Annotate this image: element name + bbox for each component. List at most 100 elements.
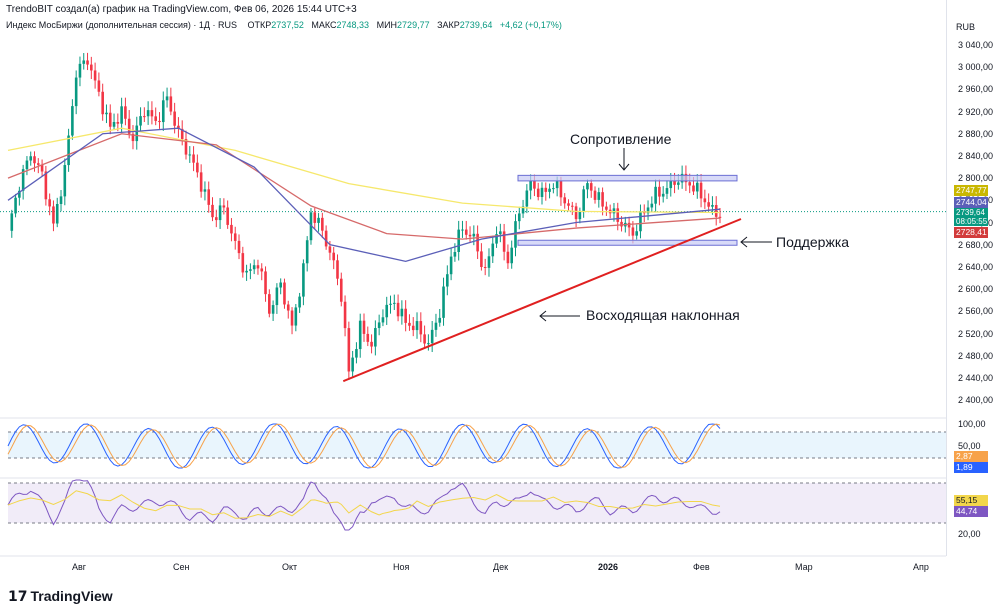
rsi-line: [7, 479, 721, 531]
candle-body: [457, 229, 460, 252]
currency-label[interactable]: RUB: [956, 22, 976, 32]
candle-body: [271, 305, 275, 314]
candle-body: [196, 162, 199, 173]
candle-body: [442, 286, 445, 318]
price-axis-tick: 2 880,00: [958, 128, 994, 139]
candle-body: [105, 112, 108, 115]
ma-yellow-price-label: 2747,77: [954, 185, 988, 196]
moving-average-line: [7, 127, 721, 214]
candle-body: [165, 96, 169, 101]
candle-body: [351, 357, 354, 372]
stoch-d-label: 1,89: [954, 462, 988, 473]
support-arrowhead: [740, 236, 748, 248]
change-value: +4,62 (+0,17%): [499, 20, 562, 30]
open-label: ОТКР: [247, 20, 272, 30]
candle-body: [593, 190, 597, 200]
candle-body: [52, 206, 55, 224]
attribution-text: TrendoBIT создал(а) график на TradingVie…: [6, 4, 357, 15]
indicator-axis-tick: 50,00: [958, 441, 981, 451]
candle-body: [714, 205, 718, 217]
candle-body: [135, 125, 139, 142]
candle-body: [408, 322, 411, 326]
candle-body: [101, 91, 104, 115]
candle-body: [245, 270, 248, 273]
candle-body: [627, 222, 631, 228]
candle-body: [143, 116, 146, 118]
candle-body: [78, 63, 82, 78]
candle-body: [355, 349, 358, 358]
low-label: МИН: [376, 20, 398, 30]
candle-body: [404, 308, 407, 323]
stochastic-band: [8, 432, 946, 458]
trendline-arrowhead: [539, 310, 547, 322]
candle-body: [536, 188, 540, 197]
candle-body: [154, 116, 158, 121]
candle-body: [434, 322, 438, 330]
candle-body: [635, 231, 638, 236]
candle-body: [370, 341, 373, 347]
candle-body: [483, 266, 487, 268]
candle-body: [601, 192, 604, 207]
candle-body: [283, 282, 286, 305]
price-axis-tick: 2 600,00: [958, 284, 994, 295]
candle-body: [552, 188, 555, 190]
ascending-trendline: [342, 218, 742, 383]
stochastic-d-line: [7, 423, 721, 469]
price-axis-tick: 2 640,00: [958, 262, 994, 272]
candle-body: [173, 111, 176, 126]
candle-body: [385, 304, 389, 318]
candle-body: [525, 190, 529, 207]
candle-body: [480, 251, 483, 267]
candle-body: [74, 77, 78, 107]
candle-body: [336, 260, 339, 279]
candle-body: [695, 182, 699, 192]
candle-body: [389, 303, 392, 305]
candle-body: [381, 317, 385, 323]
candle-body: [347, 328, 351, 372]
candle-body: [48, 199, 51, 207]
symbol-title: Индекс МосБиржи (дополнительная сессия) …: [6, 20, 238, 30]
candle-body: [597, 192, 601, 200]
candle-body: [177, 125, 180, 129]
candle-body: [71, 106, 74, 136]
moving-average-line: [7, 133, 721, 240]
candle-body: [427, 343, 430, 345]
candle-body: [298, 296, 301, 308]
candle-body: [279, 282, 282, 288]
candle-body: [214, 217, 218, 221]
price-axis-tick: 2 920,00: [958, 106, 994, 117]
candle-body: [302, 263, 305, 297]
candle-body: [275, 287, 279, 306]
candle-body: [14, 197, 17, 214]
candle-body: [233, 233, 237, 241]
candle-body: [192, 154, 195, 163]
indicator-axis-tick: 20,00: [958, 529, 981, 539]
tradingview-logo[interactable]: 𝟭𝟳 TradingView: [8, 588, 113, 605]
candle-body: [309, 212, 313, 241]
time-axis-tick: Мар: [795, 562, 813, 572]
time-axis-tick: Ноя: [393, 562, 410, 572]
candle-body: [616, 208, 620, 222]
open-value: 2737,52: [271, 20, 304, 30]
candle-body: [116, 121, 120, 124]
candle-body: [589, 183, 593, 191]
candle-body: [332, 252, 336, 261]
candle-body: [692, 185, 695, 192]
rsi-label: 44,74: [954, 506, 988, 517]
candle-body: [59, 196, 63, 204]
price-axis-tick: 2 680,00: [958, 239, 994, 250]
candle-body: [139, 116, 142, 126]
rsi-band: [8, 483, 946, 523]
candle-body: [646, 207, 650, 214]
candle-body: [67, 135, 70, 166]
candle-body: [374, 328, 377, 347]
candle-body: [377, 322, 381, 329]
candle-body: [305, 240, 309, 264]
time-axis-tick: Сен: [173, 562, 190, 572]
candle-body: [612, 208, 616, 214]
time-axis-tick: Окт: [282, 562, 298, 572]
candle-body: [120, 106, 123, 124]
candle-body: [673, 181, 676, 185]
candle-body: [517, 213, 521, 222]
